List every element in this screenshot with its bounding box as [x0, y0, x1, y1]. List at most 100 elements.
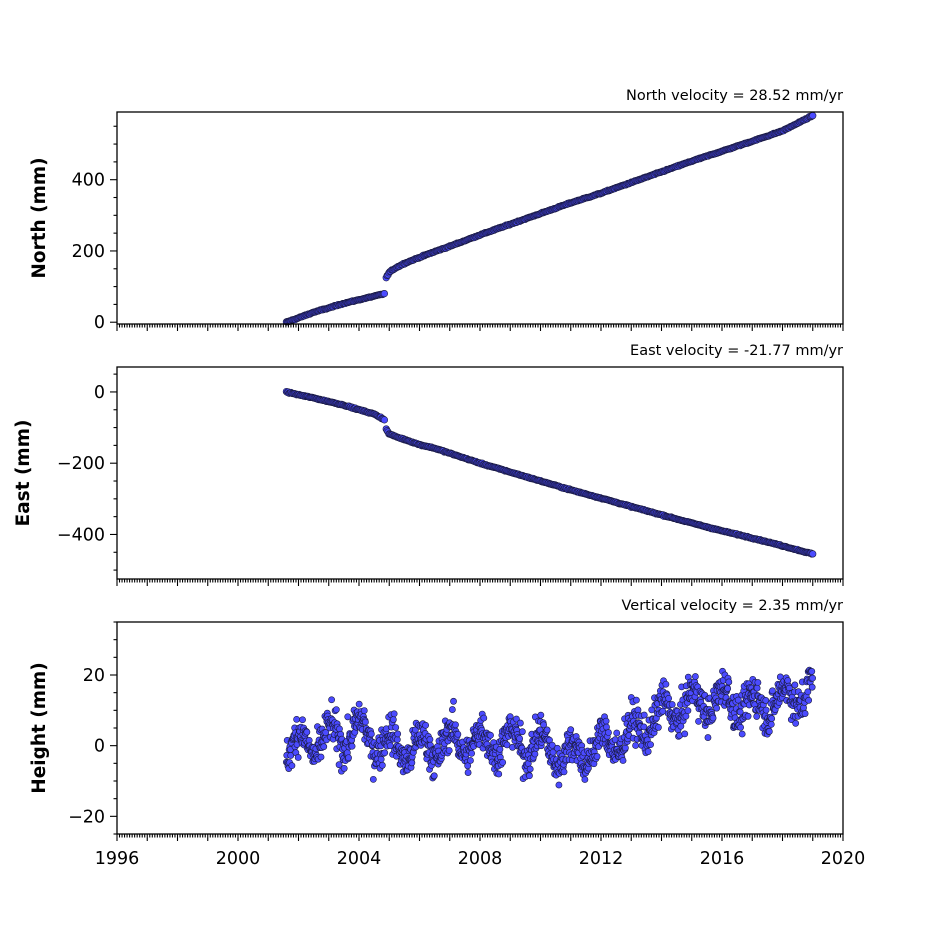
data-point [380, 416, 389, 424]
data-point [613, 729, 621, 737]
data-point [555, 781, 563, 789]
data-point [367, 730, 375, 738]
data-point [801, 710, 809, 717]
data-point [724, 685, 732, 692]
data-point [328, 696, 336, 704]
data-point [426, 736, 434, 743]
y-tick-label: −200 [57, 454, 105, 474]
data-point [464, 762, 472, 770]
data-point [725, 678, 733, 686]
data-point [389, 716, 397, 723]
data-point [709, 714, 717, 722]
data-point [299, 716, 306, 724]
data-point [662, 680, 670, 688]
data-point [632, 696, 640, 704]
data-point [335, 761, 343, 769]
data-point [362, 718, 369, 726]
data-point [348, 742, 356, 750]
data-point [540, 721, 547, 729]
data-point [809, 550, 817, 558]
height-y-ticks: 20 0 −20 [68, 621, 117, 835]
data-point [526, 772, 533, 780]
data-point [560, 768, 568, 776]
data-point [762, 706, 770, 714]
data-point [804, 688, 812, 696]
data-point [644, 748, 652, 755]
data-point [513, 715, 520, 723]
data-point [332, 706, 340, 714]
east-axes-frame [116, 366, 844, 580]
data-point [467, 757, 474, 764]
data-point [543, 726, 551, 734]
north-y-axis-label: North (mm) [29, 157, 50, 278]
data-point [345, 754, 352, 762]
data-point [503, 741, 511, 749]
y-tick-label: −20 [68, 807, 105, 827]
data-point [655, 724, 662, 731]
data-point [809, 674, 816, 682]
data-point [369, 775, 377, 783]
x-tick-label: 2020 [821, 849, 866, 869]
data-point [737, 723, 744, 731]
data-point [468, 750, 476, 757]
x-tick-label: 2008 [458, 849, 503, 869]
data-point [340, 765, 348, 772]
data-point [392, 724, 400, 731]
data-point [808, 683, 816, 691]
y-tick-label: 20 [83, 666, 105, 686]
data-point [640, 711, 648, 719]
data-point [355, 700, 363, 708]
data-point [734, 696, 742, 704]
data-point [665, 694, 673, 702]
data-point [621, 744, 629, 752]
data-point [526, 765, 534, 773]
y-tick-label: 0 [94, 383, 105, 403]
y-tick-label: −400 [57, 525, 105, 545]
data-point [619, 757, 627, 764]
data-point [516, 735, 523, 742]
data-point [487, 731, 494, 739]
data-point [293, 716, 301, 723]
north-panel: 0 200 400 North velocity = 28.52 mm/yr Nor… [29, 88, 844, 333]
north-x-ticks [116, 324, 844, 331]
data-point [448, 706, 456, 713]
data-point [317, 753, 325, 761]
data-point [452, 721, 459, 729]
data-point [549, 748, 557, 756]
north-y-ticks: 0 200 400 [72, 125, 117, 333]
data-point [682, 712, 690, 720]
data-point [378, 761, 386, 769]
data-point [360, 707, 368, 714]
data-point [480, 714, 488, 722]
east-y-axis-label: East (mm) [13, 420, 34, 527]
data-point [784, 677, 792, 684]
data-point [393, 736, 401, 744]
height-x-ticks: 1996 2000 2004 2008 2012 2016 2020 [95, 834, 866, 869]
data-point [303, 728, 311, 736]
data-point [430, 772, 438, 780]
y-tick-label: 0 [94, 737, 105, 757]
data-point [792, 719, 800, 727]
data-point [567, 726, 575, 734]
data-point [445, 747, 453, 754]
data-point [294, 754, 302, 761]
data-point [464, 769, 472, 776]
height-points [282, 666, 816, 789]
data-point [736, 708, 744, 716]
y-tick-label: 200 [72, 242, 105, 262]
data-point [390, 710, 398, 718]
data-point [495, 770, 503, 778]
data-point [738, 730, 746, 738]
north-points [282, 112, 817, 326]
data-point [765, 728, 773, 735]
data-point [377, 755, 385, 763]
data-point [381, 749, 389, 757]
data-point [411, 726, 419, 734]
data-point [516, 719, 524, 727]
data-point [454, 730, 462, 738]
data-point [344, 713, 352, 721]
data-point [808, 668, 816, 675]
data-point [768, 715, 776, 722]
data-point [809, 112, 817, 120]
